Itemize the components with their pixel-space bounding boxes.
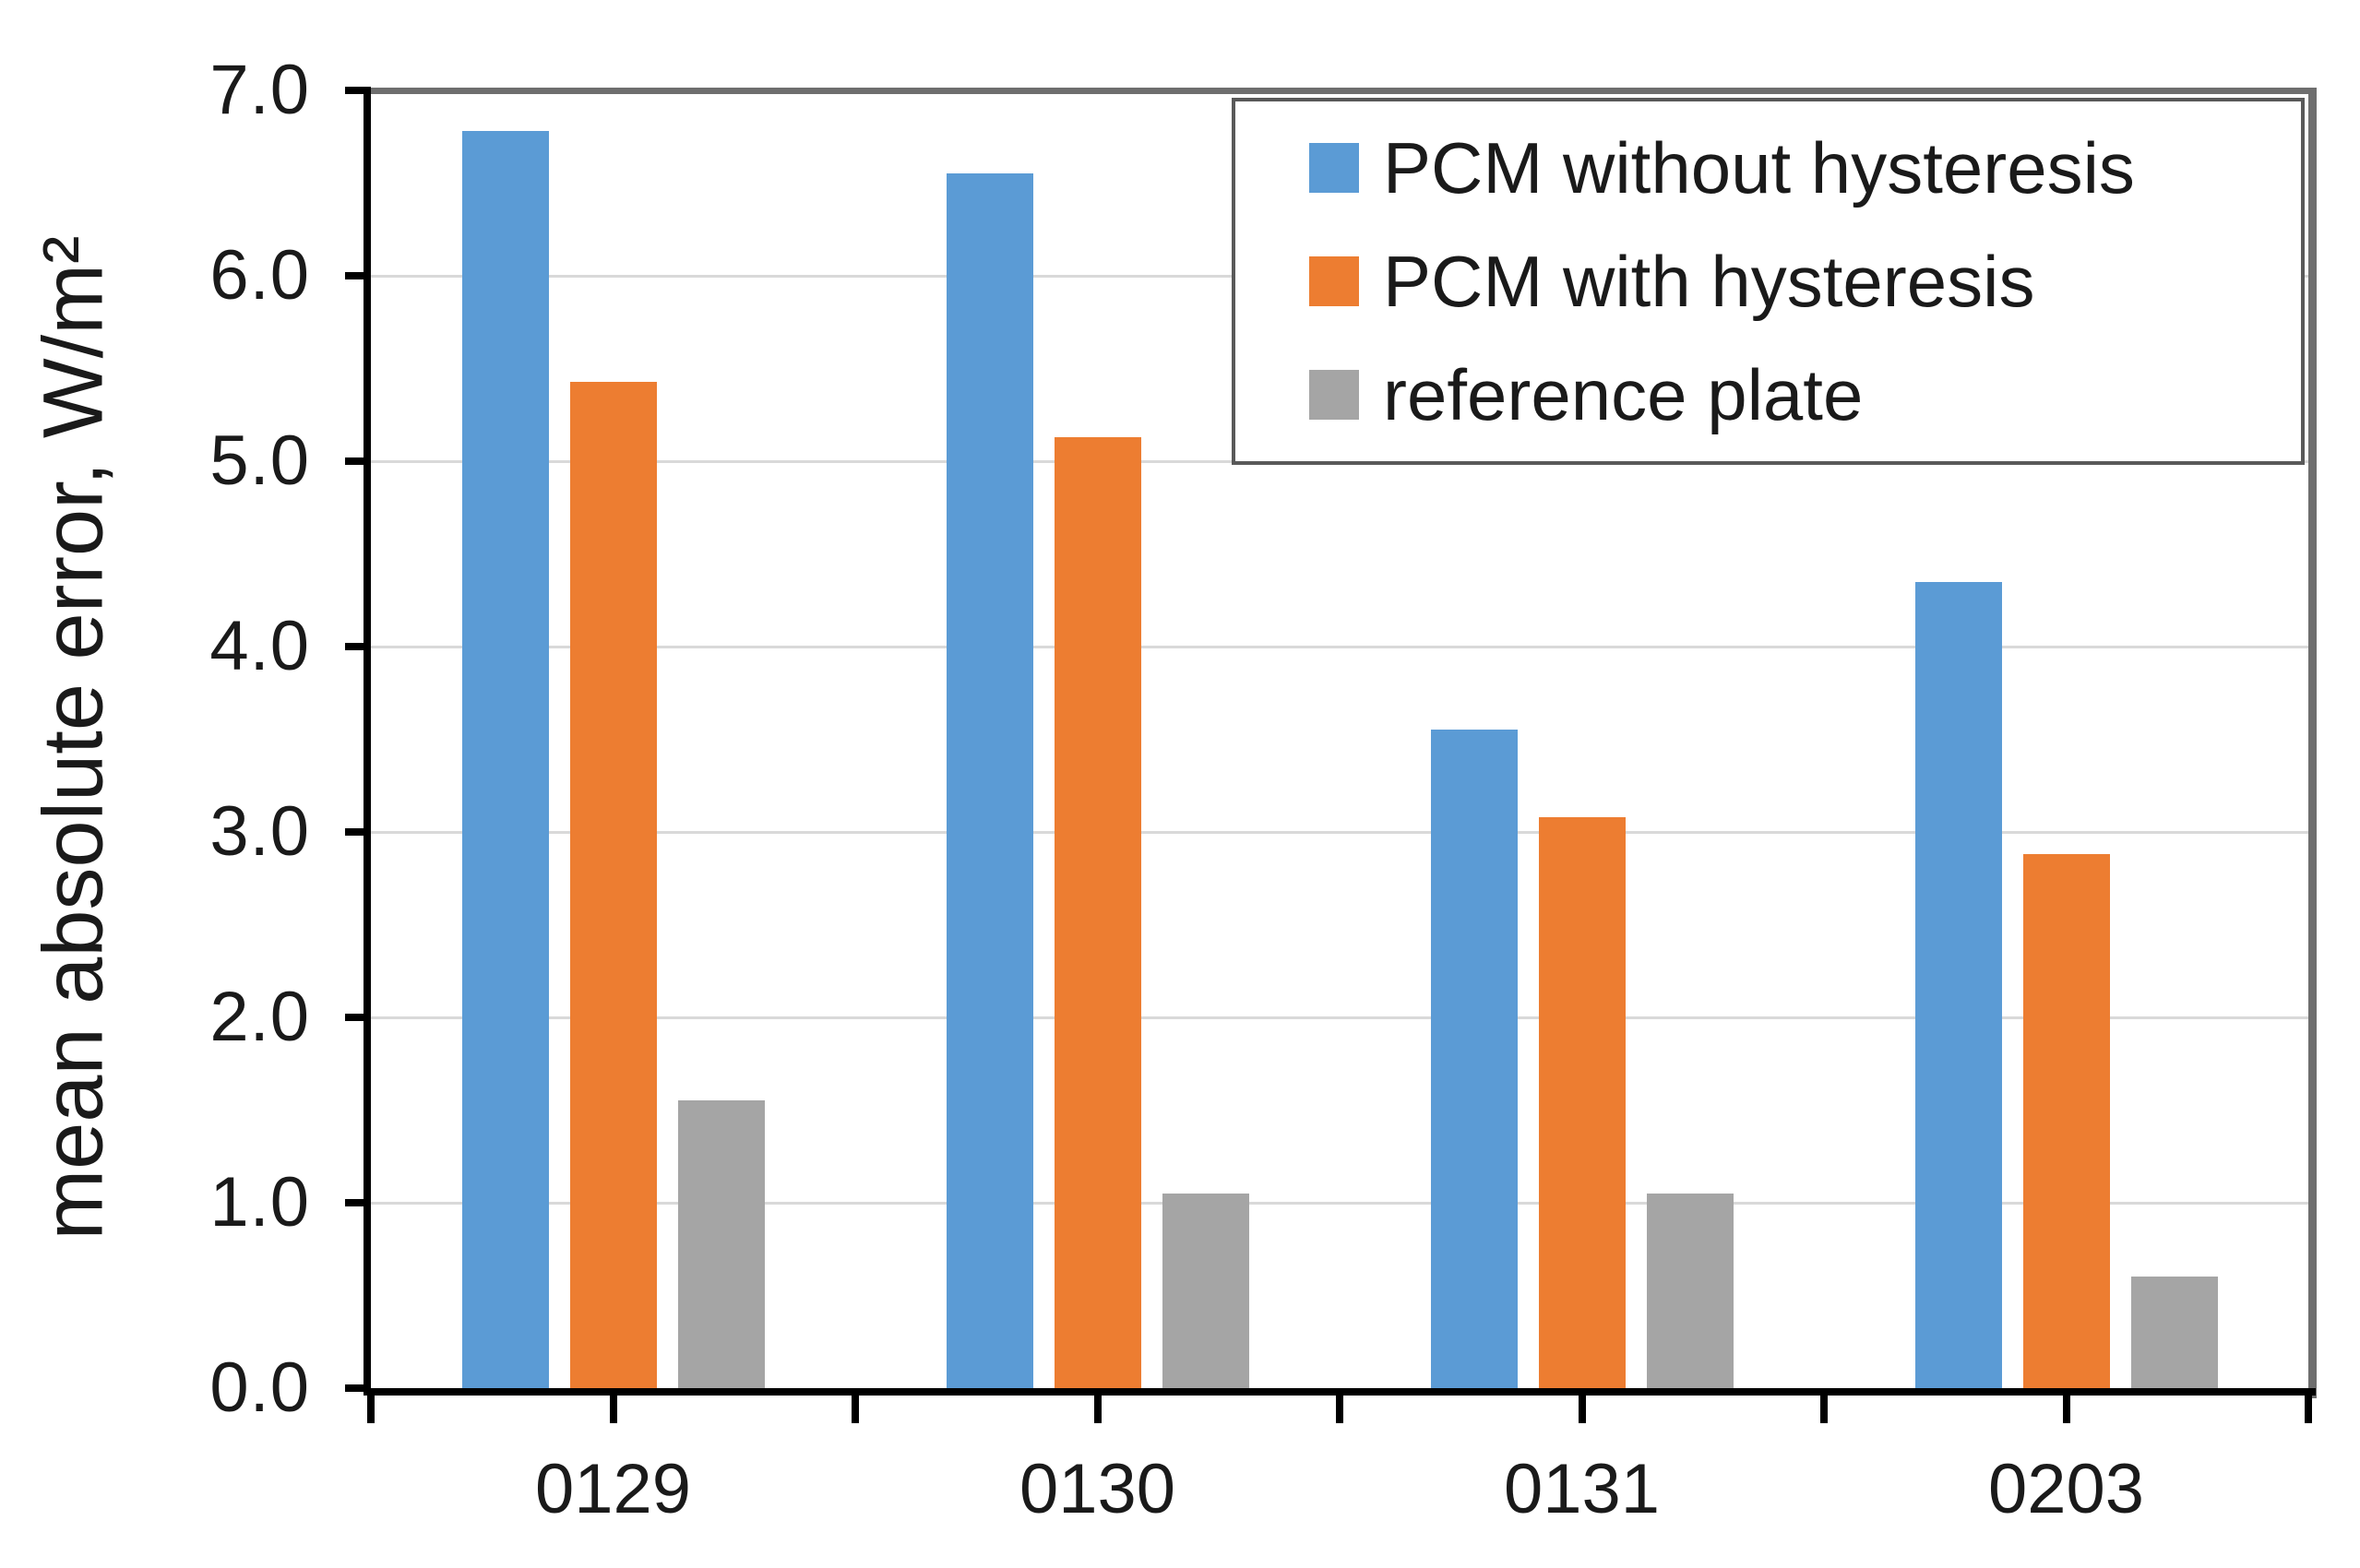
bar-0131-s2 xyxy=(1646,1193,1734,1388)
y-tick-label: 6.0 xyxy=(209,236,310,315)
bar-0129-s1 xyxy=(569,381,657,1388)
gridline xyxy=(371,646,2308,648)
plot-top-border xyxy=(365,88,2316,94)
x-axis-line xyxy=(364,1388,2316,1396)
legend-entry-0: PCM without hysteresis xyxy=(1309,111,2292,224)
x-tick xyxy=(852,1394,859,1423)
y-tick xyxy=(345,1384,371,1392)
y-tick-label: 4.0 xyxy=(209,607,310,685)
y-tick xyxy=(345,828,371,836)
x-tick-label: 0129 xyxy=(534,1450,692,1528)
gridline xyxy=(371,1016,2308,1019)
legend-swatch-icon xyxy=(1309,255,1359,306)
bar-0203-s1 xyxy=(2022,854,2110,1388)
x-tick-label: 0203 xyxy=(1987,1450,2145,1528)
y-axis-line xyxy=(364,90,371,1396)
x-tick xyxy=(2305,1394,2312,1423)
bar-0130-s1 xyxy=(1054,436,1141,1388)
bar-0129-s2 xyxy=(677,1100,765,1388)
bar-0130-s0 xyxy=(946,173,1033,1388)
y-tick xyxy=(345,87,371,94)
legend-label: PCM without hysteresis xyxy=(1383,126,2135,208)
legend-label: PCM with hysteresis xyxy=(1383,240,2035,322)
bar-0129-s0 xyxy=(461,131,549,1388)
y-tick-label: 3.0 xyxy=(209,792,310,871)
legend-swatch-icon xyxy=(1309,142,1359,193)
y-tick xyxy=(345,457,371,465)
y-tick-label: 7.0 xyxy=(209,51,310,129)
x-tick xyxy=(1578,1394,1586,1423)
x-tick-label: 0131 xyxy=(1503,1450,1661,1528)
bar-0130-s2 xyxy=(1162,1193,1249,1388)
plot-right-border xyxy=(2308,88,2317,1398)
legend: PCM without hysteresis PCM with hysteresi… xyxy=(1232,98,2305,465)
y-tick xyxy=(345,643,371,650)
gridline xyxy=(371,831,2308,834)
gridline xyxy=(371,1202,2308,1205)
y-tick xyxy=(345,272,371,279)
x-tick xyxy=(1093,1394,1102,1423)
y-tick-label: 5.0 xyxy=(209,422,310,500)
legend-label: reference plate xyxy=(1383,354,1864,436)
legend-entry-1: PCM with hysteresis xyxy=(1309,224,2292,338)
y-tick-label: 0.0 xyxy=(209,1348,310,1427)
bar-0131-s0 xyxy=(1430,730,1518,1388)
x-tick xyxy=(1336,1394,1343,1423)
x-tick xyxy=(367,1394,375,1423)
bar-0203-s2 xyxy=(2130,1277,2218,1388)
x-tick xyxy=(609,1394,617,1423)
x-tick xyxy=(1820,1394,1828,1423)
legend-entry-2: reference plate xyxy=(1309,339,2292,452)
legend-swatch-icon xyxy=(1309,370,1359,421)
y-tick-label: 2.0 xyxy=(209,978,310,1056)
y-tick xyxy=(345,1014,371,1021)
y-tick xyxy=(345,1199,371,1206)
x-tick-label: 0130 xyxy=(1019,1450,1176,1528)
bar-0203-s0 xyxy=(1914,581,2002,1388)
y-tick-label: 1.0 xyxy=(209,1163,310,1241)
x-tick xyxy=(2062,1394,2070,1423)
bar-0131-s1 xyxy=(1538,816,1626,1388)
